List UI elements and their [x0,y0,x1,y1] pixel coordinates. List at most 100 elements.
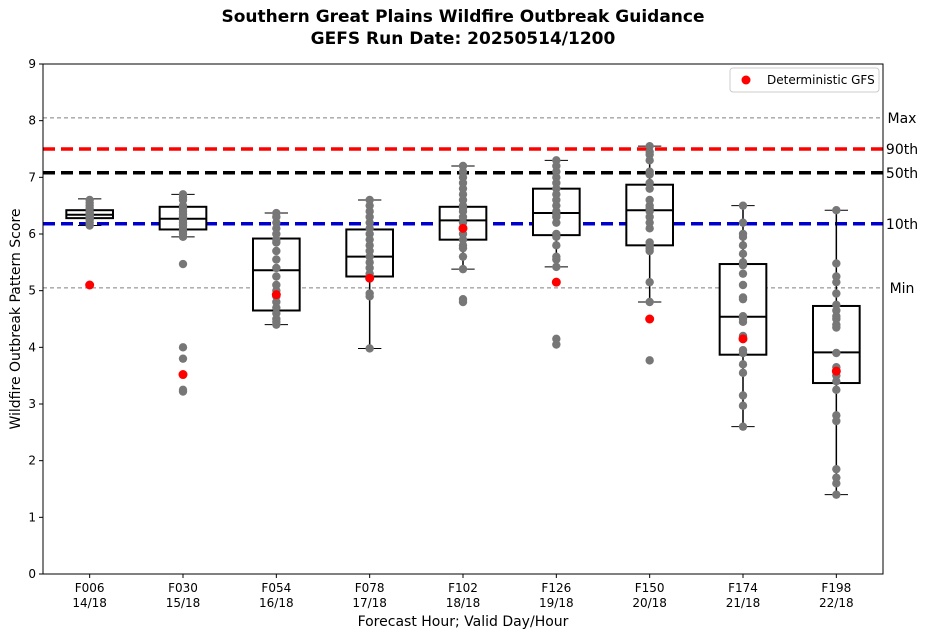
deterministic-point-6 [645,314,655,324]
x-tick-label-valid-2: 16/18 [259,596,294,610]
deterministic-point-7 [738,334,748,344]
member-point-3-16 [365,292,374,301]
member-point-5-15 [552,241,561,250]
deterministic-point-8 [831,366,841,376]
x-tick-label-hour-5: F126 [541,581,571,595]
legend-label-deterministic-gfs: Deterministic GFS [767,73,875,87]
y-tick-label-1: 1 [28,510,36,524]
member-point-8-18 [832,464,841,474]
x-tick-label-valid-6: 20/18 [632,596,667,610]
member-point-5-20 [552,340,561,349]
member-point-7-3 [738,232,748,242]
y-tick-label-7: 7 [28,170,36,184]
member-point-2-9 [272,263,281,273]
member-point-1-20 [178,387,188,396]
legend-box [729,67,880,93]
member-point-6-5 [645,170,654,179]
member-point-8-4 [832,289,841,298]
ref-label-min: Min [890,281,915,297]
member-point-6-14 [645,224,654,233]
member-point-5-14 [552,232,561,242]
member-point-8-21 [832,490,841,499]
member-point-7-1 [738,218,748,227]
x-tick-label-hour-1: F030 [168,581,198,595]
deterministic-point-2 [271,290,281,300]
member-point-6-21 [645,356,654,365]
y-tick-label-5: 5 [28,284,36,298]
member-point-7-8 [738,269,748,278]
legend-marker-deterministic-gfs [741,75,751,85]
member-point-5-18 [552,262,561,272]
member-point-8-1 [832,259,841,268]
member-point-6-3 [645,156,654,165]
member-point-8-15 [832,385,841,395]
member-point-6-20 [645,297,654,307]
x-tick-label-hour-7: F174 [728,581,758,595]
x-tick-label-valid-3: 17/18 [352,596,387,610]
member-point-7-4 [738,241,748,250]
member-point-4-18 [458,264,468,274]
ref-label-50th: 50th [886,166,918,182]
chart-title: Southern Great Plains Wildfire Outbreak … [222,7,705,27]
member-point-6-18 [645,246,654,256]
x-tick-label-hour-8: F198 [821,581,851,595]
x-tick-label-hour-6: F150 [635,581,665,595]
member-point-3-17 [365,344,374,353]
member-point-7-0 [738,201,748,210]
member-point-8-0 [832,206,841,215]
member-point-7-7 [738,260,748,270]
member-point-0-13 [85,221,94,230]
x-tick-label-hour-4: F102 [448,581,478,595]
member-point-1-17 [178,343,188,352]
member-point-1-18 [178,354,188,363]
member-point-6-7 [645,184,654,193]
x-tick-label-hour-0: F006 [75,581,105,595]
ref-label-max: Max [888,111,917,127]
y-tick-label-9: 9 [28,57,36,71]
deterministic-point-3 [365,273,375,283]
member-point-7-18 [738,360,748,369]
member-point-2-19 [272,320,281,329]
member-point-8-11 [832,348,841,358]
y-tick-label-2: 2 [28,454,36,468]
legend: Deterministic GFS [729,67,880,93]
member-point-7-17 [738,348,748,358]
member-point-8-14 [832,377,841,386]
x-tick-label-valid-4: 18/18 [446,596,481,610]
x-tick-label-hour-2: F054 [261,581,291,595]
member-point-4-16 [458,243,468,253]
member-point-7-11 [738,294,748,304]
deterministic-point-5 [551,277,561,287]
x-tick-label-valid-1: 15/18 [166,596,201,610]
member-point-5-17 [552,255,561,264]
plot-area [43,117,883,499]
member-point-7-14 [738,317,748,327]
y-tick-label-3: 3 [28,397,36,411]
member-point-8-17 [832,416,841,426]
member-point-2-10 [272,272,281,281]
member-point-7-19 [738,368,748,378]
y-tick-label-0: 0 [28,567,36,581]
x-tick-label-hour-3: F078 [355,581,385,595]
member-point-2-7 [272,246,281,256]
deterministic-point-0 [85,280,95,290]
member-point-8-20 [832,479,841,488]
member-point-4-17 [458,252,468,261]
ref-label-90th: 90th [886,142,918,158]
member-point-7-20 [738,391,748,400]
member-point-7-21 [738,401,748,410]
x-tick-label-valid-0: 14/18 [72,596,107,610]
y-tick-label-4: 4 [28,340,36,354]
deterministic-point-1 [178,370,188,380]
x-tick-label-valid-8: 22/18 [819,596,854,610]
member-point-4-20 [458,297,468,307]
member-point-2-6 [272,238,281,247]
y-tick-label-8: 8 [28,114,36,128]
member-point-1-16 [178,259,188,269]
member-point-7-22 [738,422,748,431]
member-point-1-15 [178,232,188,242]
member-point-7-5 [738,249,748,259]
member-point-2-8 [272,255,281,264]
x-axis-label: Forecast Hour; Valid Day/Hour [358,614,569,630]
